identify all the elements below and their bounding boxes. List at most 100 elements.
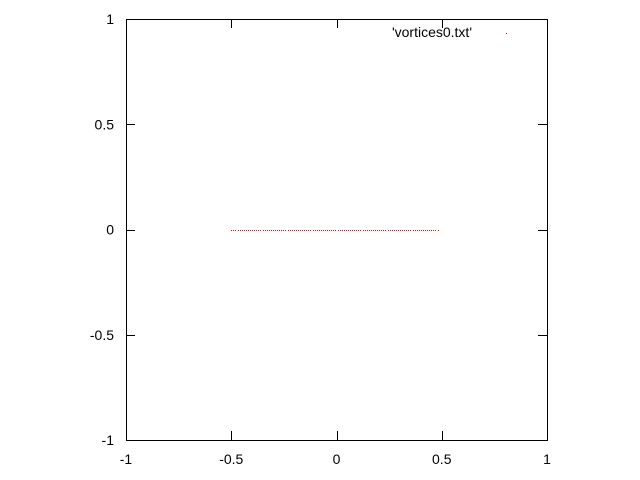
- data-point: [352, 230, 353, 231]
- data-point: [304, 230, 305, 231]
- data-point: [290, 230, 291, 231]
- data-point: [398, 230, 399, 231]
- data-point: [367, 230, 368, 231]
- data-point: [254, 230, 255, 231]
- data-point: [408, 230, 409, 231]
- data-point: [396, 230, 397, 231]
- data-point: [360, 230, 361, 231]
- data-point: [288, 230, 289, 231]
- y-tick-label: 0: [106, 222, 114, 238]
- data-point: [350, 230, 351, 231]
- data-point: [338, 230, 339, 231]
- x-tick-label: 0.5: [432, 451, 452, 467]
- data-point: [275, 230, 276, 231]
- data-point: [248, 230, 249, 231]
- data-point: [413, 230, 414, 231]
- data-point: [252, 230, 253, 231]
- data-point: [388, 230, 389, 231]
- data-point: [244, 230, 245, 231]
- y-tick-label: 1: [106, 11, 114, 27]
- data-point: [435, 230, 436, 231]
- data-point: [256, 230, 257, 231]
- data-point: [277, 230, 278, 231]
- data-point: [240, 230, 241, 231]
- data-point: [377, 230, 378, 231]
- data-point: [292, 230, 293, 231]
- legend: 'vortices0.txt': [392, 24, 507, 40]
- data-point: [371, 230, 372, 231]
- data-point: [365, 230, 366, 231]
- data-point: [313, 230, 314, 231]
- data-point: [356, 230, 357, 231]
- data-point: [402, 230, 403, 231]
- data-point: [427, 230, 428, 231]
- data-point: [300, 230, 301, 231]
- data-point: [321, 230, 322, 231]
- data-point: [331, 230, 332, 231]
- y-tick-label: -0.5: [90, 327, 114, 343]
- data-point: [263, 230, 264, 231]
- data-point: [433, 230, 434, 231]
- data-point: [385, 230, 386, 231]
- axis-ticks: [126, 19, 548, 441]
- data-point: [273, 230, 274, 231]
- data-point: [294, 230, 295, 231]
- data-point: [390, 230, 391, 231]
- data-point: [265, 230, 266, 231]
- data-point: [348, 230, 349, 231]
- legend-marker: [506, 33, 507, 34]
- data-point: [296, 230, 297, 231]
- data-point: [269, 230, 270, 231]
- x-tick-label: -0.5: [219, 451, 243, 467]
- data-point: [267, 230, 268, 231]
- data-point: [306, 230, 307, 231]
- data-point: [392, 230, 393, 231]
- data-point: [327, 230, 328, 231]
- x-tick-label: 0: [333, 451, 341, 467]
- data-point: [325, 230, 326, 231]
- plot-frame: [126, 19, 548, 441]
- x-tick-label: -1: [120, 451, 133, 467]
- data-point: [425, 230, 426, 231]
- data-point: [298, 230, 299, 231]
- data-point: [415, 230, 416, 231]
- data-point: [317, 230, 318, 231]
- data-point: [394, 230, 395, 231]
- data-point: [375, 230, 376, 231]
- data-point: [406, 230, 407, 231]
- data-point: [429, 230, 430, 231]
- data-point: [431, 230, 432, 231]
- data-point: [335, 230, 336, 231]
- data-point: [404, 230, 405, 231]
- data-point: [344, 230, 345, 231]
- y-tick-label: -1: [102, 432, 115, 448]
- data-point: [260, 230, 261, 231]
- data-point: [233, 230, 234, 231]
- data-point: [279, 230, 280, 231]
- data-points: [231, 230, 439, 231]
- data-point: [358, 230, 359, 231]
- data-point: [373, 230, 374, 231]
- data-point: [281, 230, 282, 231]
- data-point: [302, 230, 303, 231]
- data-point: [308, 230, 309, 231]
- data-point: [421, 230, 422, 231]
- data-point: [333, 230, 334, 231]
- data-point: [283, 230, 284, 231]
- data-point: [400, 230, 401, 231]
- data-point: [369, 230, 370, 231]
- data-point: [310, 230, 311, 231]
- data-point: [340, 230, 341, 231]
- data-point: [231, 230, 232, 231]
- data-point: [323, 230, 324, 231]
- data-point: [354, 230, 355, 231]
- data-point: [419, 230, 420, 231]
- legend-label: 'vortices0.txt': [392, 24, 472, 40]
- data-point: [417, 230, 418, 231]
- data-point: [315, 230, 316, 231]
- data-point: [258, 230, 259, 231]
- data-point: [246, 230, 247, 231]
- data-point: [383, 230, 384, 231]
- data-point: [410, 230, 411, 231]
